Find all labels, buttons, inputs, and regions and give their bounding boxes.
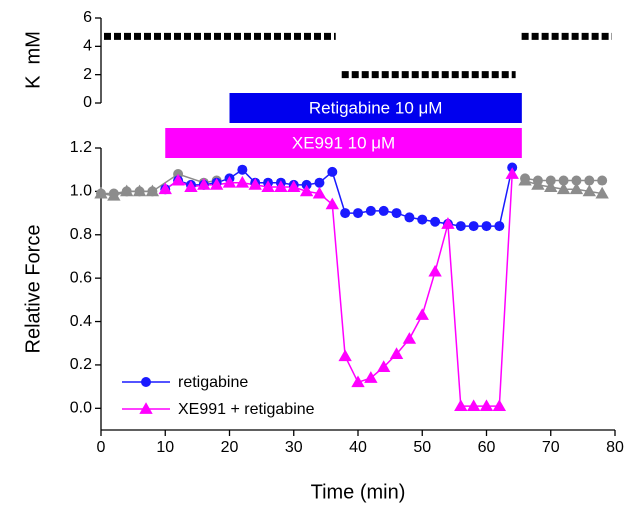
marker <box>287 180 301 192</box>
marker <box>571 175 582 186</box>
marker <box>417 214 428 225</box>
x-tick-label: 80 <box>606 439 624 456</box>
marker <box>378 205 389 216</box>
marker <box>595 186 609 199</box>
y-tick-label: 0.8 <box>70 226 92 243</box>
marker <box>237 164 248 175</box>
marker <box>139 402 153 414</box>
marker <box>141 377 151 387</box>
marker <box>505 167 519 179</box>
marker <box>377 360 391 372</box>
marker <box>494 221 505 232</box>
y-tick-label: 2 <box>83 66 92 83</box>
marker <box>325 197 339 210</box>
marker <box>544 180 558 192</box>
marker <box>415 308 429 320</box>
y-tick-label: 6 <box>83 9 92 26</box>
legend-label: retigabine <box>178 374 248 391</box>
y-tick-label: 0 <box>83 94 92 111</box>
y-tick-label: 1.2 <box>70 139 92 156</box>
legend-label: XE991 + retigabine <box>178 401 315 418</box>
marker <box>430 216 441 227</box>
marker <box>222 175 237 188</box>
marker <box>569 182 584 195</box>
marker <box>582 184 596 197</box>
marker <box>468 221 479 232</box>
x-tick-label: 70 <box>542 439 560 456</box>
marker <box>481 221 492 232</box>
marker <box>466 399 481 412</box>
y-tick-label: 0.4 <box>70 313 92 330</box>
marker <box>327 166 338 177</box>
marker <box>107 188 121 201</box>
marker <box>235 175 250 188</box>
marker <box>584 175 595 186</box>
marker <box>597 175 608 186</box>
marker <box>261 180 275 192</box>
marker <box>556 182 571 195</box>
series-line <box>164 173 513 407</box>
marker <box>120 184 134 197</box>
y-tick-label: 0.2 <box>70 356 92 373</box>
marker <box>389 347 404 359</box>
marker <box>492 399 507 412</box>
series-line <box>164 167 513 227</box>
x-tick-label: 10 <box>156 439 174 456</box>
marker <box>364 371 378 383</box>
drug-bar <box>165 128 522 158</box>
marker <box>351 375 365 388</box>
y-tick-label: 4 <box>83 38 92 55</box>
marker <box>402 332 417 344</box>
marker <box>441 217 455 229</box>
marker <box>248 178 262 190</box>
marker <box>479 399 494 412</box>
x-axis-label: Time (min) <box>311 481 406 503</box>
x-tick-label: 40 <box>349 439 367 456</box>
y-axis-label: K mM <box>22 31 44 89</box>
y-axis-label: Relative Force <box>22 225 44 354</box>
x-tick-label: 0 <box>97 439 106 456</box>
marker <box>340 208 351 219</box>
marker <box>145 184 160 197</box>
marker <box>197 178 211 190</box>
marker <box>454 399 468 412</box>
marker <box>94 186 108 199</box>
marker <box>338 349 352 362</box>
y-tick-label: 0.0 <box>70 400 92 417</box>
marker <box>455 221 466 232</box>
marker <box>209 178 224 190</box>
x-tick-label: 20 <box>221 439 239 456</box>
marker <box>184 180 198 192</box>
marker <box>132 184 147 197</box>
marker <box>158 182 172 195</box>
marker <box>171 173 185 186</box>
marker <box>518 173 532 186</box>
marker <box>314 177 325 188</box>
drug-bar <box>229 93 522 123</box>
marker <box>404 212 415 223</box>
drug-label: Retigabine 10 μM <box>309 98 443 117</box>
marker <box>274 180 288 192</box>
x-tick-label: 60 <box>478 439 496 456</box>
x-tick-label: 30 <box>285 439 303 456</box>
y-tick-label: 1.0 <box>70 183 92 200</box>
marker <box>365 205 376 216</box>
marker <box>531 178 545 190</box>
marker <box>353 208 363 219</box>
drug-label: XE991 10 μM <box>292 133 395 152</box>
marker <box>558 175 569 186</box>
y-tick-label: 0.6 <box>70 269 92 286</box>
marker <box>391 208 402 219</box>
marker <box>428 264 442 277</box>
marker <box>299 184 314 197</box>
x-tick-label: 50 <box>413 439 431 456</box>
marker <box>312 186 327 199</box>
